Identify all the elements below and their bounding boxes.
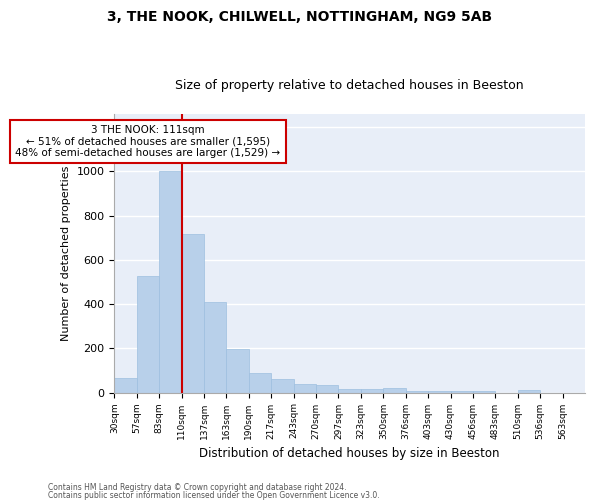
Bar xyxy=(226,349,249,393)
Y-axis label: Number of detached properties: Number of detached properties xyxy=(61,166,71,341)
Text: Contains public sector information licensed under the Open Government Licence v3: Contains public sector information licen… xyxy=(48,490,380,500)
Bar xyxy=(406,391,428,392)
Bar xyxy=(361,388,383,392)
Text: 3 THE NOOK: 111sqm
← 51% of detached houses are smaller (1,595)
48% of semi-deta: 3 THE NOOK: 111sqm ← 51% of detached hou… xyxy=(16,125,281,158)
Bar xyxy=(204,302,226,392)
Bar xyxy=(115,378,137,392)
Bar xyxy=(451,391,473,392)
Bar xyxy=(338,388,361,392)
Bar xyxy=(271,380,293,392)
Bar xyxy=(137,276,159,392)
Title: Size of property relative to detached houses in Beeston: Size of property relative to detached ho… xyxy=(175,79,524,92)
X-axis label: Distribution of detached houses by size in Beeston: Distribution of detached houses by size … xyxy=(199,447,500,460)
Bar xyxy=(182,234,204,392)
Bar xyxy=(473,391,496,392)
Bar xyxy=(518,390,540,392)
Text: 3, THE NOOK, CHILWELL, NOTTINGHAM, NG9 5AB: 3, THE NOOK, CHILWELL, NOTTINGHAM, NG9 5… xyxy=(107,10,493,24)
Bar xyxy=(159,172,182,392)
Text: Contains HM Land Registry data © Crown copyright and database right 2024.: Contains HM Land Registry data © Crown c… xyxy=(48,484,347,492)
Bar xyxy=(249,372,271,392)
Bar xyxy=(293,384,316,392)
Bar xyxy=(428,391,451,392)
Bar xyxy=(316,386,338,392)
Bar xyxy=(383,388,406,392)
